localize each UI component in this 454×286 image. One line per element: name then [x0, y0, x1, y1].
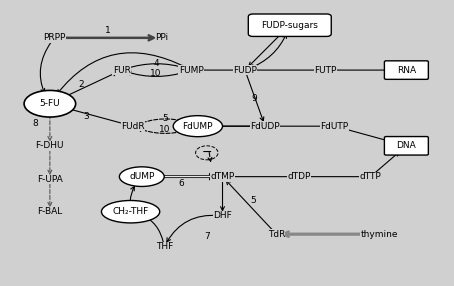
Text: FdUDP: FdUDP — [250, 122, 280, 131]
Text: TdR: TdR — [268, 230, 285, 239]
Ellipse shape — [101, 200, 160, 223]
Text: dUMP: dUMP — [129, 172, 154, 181]
Text: F-BAL: F-BAL — [37, 207, 63, 216]
Text: 10: 10 — [150, 69, 162, 78]
Text: 5: 5 — [250, 196, 256, 205]
Text: FUTP: FUTP — [315, 65, 337, 75]
Text: FUMP: FUMP — [179, 65, 203, 75]
Text: 5-FU: 5-FU — [39, 99, 60, 108]
Text: RNA: RNA — [397, 65, 416, 75]
FancyBboxPatch shape — [248, 14, 331, 36]
Text: 9: 9 — [251, 94, 257, 103]
Text: DNA: DNA — [396, 141, 416, 150]
Text: FUdR: FUdR — [121, 122, 145, 131]
Text: 5: 5 — [162, 114, 168, 123]
Text: 4: 4 — [153, 59, 159, 67]
Text: dTDP: dTDP — [287, 172, 311, 181]
Text: FUDP-sugars: FUDP-sugars — [262, 21, 318, 30]
Text: thymine: thymine — [361, 230, 398, 239]
Ellipse shape — [173, 116, 222, 137]
Text: THF: THF — [156, 242, 173, 251]
Text: CH₂-THF: CH₂-THF — [113, 207, 149, 216]
Text: PRPP: PRPP — [43, 33, 65, 42]
FancyBboxPatch shape — [385, 136, 429, 155]
Text: DHF: DHF — [213, 211, 232, 221]
Text: F-UPA: F-UPA — [37, 175, 63, 184]
Text: FdUTP: FdUTP — [321, 122, 349, 131]
Text: −: − — [202, 146, 212, 159]
Text: F-DHU: F-DHU — [35, 141, 64, 150]
Ellipse shape — [24, 90, 76, 117]
Text: dTMP: dTMP — [210, 172, 235, 181]
Text: 3: 3 — [83, 112, 89, 121]
Text: FUR: FUR — [113, 65, 131, 75]
Text: 1: 1 — [105, 26, 111, 35]
Text: FUDP: FUDP — [233, 65, 257, 75]
FancyBboxPatch shape — [385, 61, 429, 79]
Text: 2: 2 — [79, 80, 84, 89]
Text: 10: 10 — [159, 125, 171, 134]
Ellipse shape — [119, 167, 164, 186]
Text: 7: 7 — [204, 232, 210, 241]
Text: FdUMP: FdUMP — [183, 122, 213, 131]
Text: dTTP: dTTP — [360, 172, 381, 181]
Text: PPi: PPi — [155, 33, 168, 42]
Text: 6: 6 — [178, 179, 184, 188]
Text: 8: 8 — [32, 120, 38, 128]
